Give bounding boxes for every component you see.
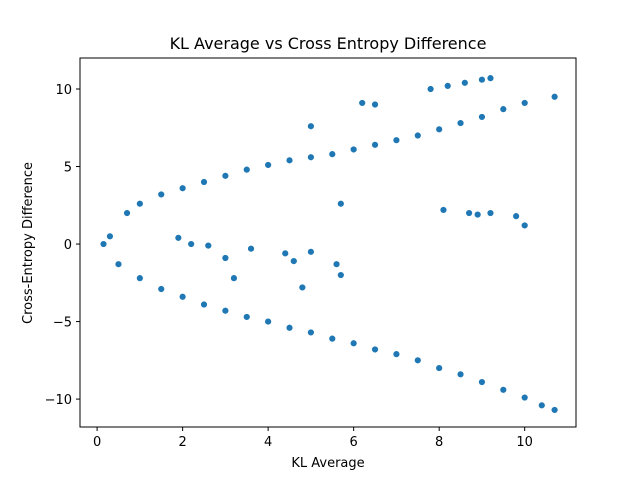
point-upper-branch-6 bbox=[221, 172, 230, 180]
point-upper-branch-18 bbox=[478, 113, 486, 121]
x-tick-label-1: 2 bbox=[178, 435, 186, 450]
point-lower-branch-1 bbox=[114, 260, 123, 268]
point-upper-outliers-2 bbox=[461, 79, 469, 87]
point-upper-branch-4 bbox=[178, 184, 187, 192]
point-lower-branch-3 bbox=[157, 285, 165, 293]
point-middle-cluster-15 bbox=[486, 209, 495, 217]
point-upper-branch-13 bbox=[371, 141, 379, 149]
point-middle-cluster-1 bbox=[187, 240, 195, 248]
point-lower-branch-11 bbox=[328, 334, 336, 343]
point-middle-cluster-5 bbox=[281, 249, 289, 258]
point-middle-cluster-14 bbox=[473, 210, 482, 219]
point-lower-branch-21 bbox=[538, 401, 546, 409]
x-tick-label-0: 0 bbox=[93, 435, 101, 450]
point-lower-branch-12 bbox=[349, 339, 358, 347]
point-upper-branch-15 bbox=[414, 131, 422, 140]
point-middle-cluster-17 bbox=[520, 221, 529, 230]
point-lower-branch-2 bbox=[136, 274, 144, 282]
point-upper-branch-21 bbox=[550, 93, 559, 101]
point-lower-branch-10 bbox=[307, 328, 315, 337]
point-lower-branch-19 bbox=[499, 386, 508, 394]
point-upper-branch-10 bbox=[307, 153, 315, 161]
point-upper-outliers-1 bbox=[444, 82, 452, 90]
x-tick-label-4: 8 bbox=[435, 435, 443, 450]
point-lower-branch-17 bbox=[456, 370, 465, 378]
point-middle-cluster-8 bbox=[332, 260, 341, 268]
point-upper-branch-19 bbox=[499, 105, 508, 113]
y-tick-label-4: 10 bbox=[55, 83, 72, 98]
point-middle-cluster-0 bbox=[174, 234, 183, 242]
point-upper-outliers-0 bbox=[426, 85, 435, 93]
y-tick-label-1: −5 bbox=[53, 316, 72, 331]
point-upper-branch-7 bbox=[243, 165, 251, 174]
point-middle-cluster-11 bbox=[230, 274, 238, 282]
point-lower-branch-18 bbox=[478, 378, 486, 386]
point-lower-branch-16 bbox=[435, 364, 443, 372]
point-lower-branch-4 bbox=[178, 293, 187, 301]
point-upper-branch-0 bbox=[106, 232, 114, 241]
point-lower-branch-0 bbox=[99, 240, 108, 248]
point-upper-outliers-6 bbox=[371, 100, 379, 109]
point-upper-branch-5 bbox=[200, 178, 208, 186]
point-middle-cluster-2 bbox=[204, 241, 212, 250]
point-upper-branch-2 bbox=[136, 200, 144, 208]
point-upper-outliers-5 bbox=[358, 99, 366, 107]
point-upper-branch-9 bbox=[285, 156, 294, 165]
y-tick-label-0: −10 bbox=[45, 393, 72, 408]
chart-title: KL Average vs Cross Entropy Difference bbox=[170, 34, 487, 53]
data-points bbox=[99, 74, 559, 414]
point-middle-cluster-3 bbox=[221, 254, 230, 262]
point-lower-branch-7 bbox=[243, 313, 251, 321]
point-upper-branch-17 bbox=[456, 119, 465, 127]
point-upper-branch-11 bbox=[328, 150, 336, 158]
point-lower-branch-9 bbox=[285, 324, 294, 332]
x-tick-label-3: 6 bbox=[350, 435, 358, 450]
point-upper-branch-12 bbox=[349, 145, 358, 154]
point-lower-branch-15 bbox=[414, 356, 422, 365]
point-upper-branch-8 bbox=[264, 161, 272, 169]
point-upper-outliers-3 bbox=[478, 76, 486, 84]
point-middle-cluster-10 bbox=[298, 283, 307, 292]
point-upper-branch-16 bbox=[435, 125, 443, 134]
point-lower-branch-6 bbox=[221, 307, 230, 315]
point-upper-branch-3 bbox=[157, 190, 165, 199]
point-middle-cluster-4 bbox=[247, 245, 255, 253]
point-middle-cluster-12 bbox=[439, 206, 448, 214]
y-tick-label-3: 5 bbox=[64, 161, 72, 176]
point-middle-cluster-6 bbox=[290, 257, 298, 265]
plot-frame bbox=[79, 57, 577, 428]
point-lower-branch-13 bbox=[371, 345, 379, 354]
point-upper-branch-1 bbox=[123, 209, 131, 217]
point-middle-cluster-16 bbox=[512, 212, 520, 220]
x-tick-label-2: 4 bbox=[264, 435, 272, 450]
point-upper-outliers-4 bbox=[486, 74, 495, 82]
point-lower-branch-20 bbox=[520, 393, 529, 402]
y-axis-label: Cross-Entropy Difference bbox=[21, 162, 36, 324]
point-lower-branch-8 bbox=[264, 317, 272, 326]
point-middle-cluster-18 bbox=[337, 200, 345, 208]
axis-ticks: 0 2 4 6 8 10 −10 −5 0 5 10 bbox=[45, 83, 533, 450]
point-lower-branch-14 bbox=[392, 350, 401, 358]
point-lower-branch-5 bbox=[200, 300, 208, 309]
point-middle-cluster-7 bbox=[307, 248, 315, 256]
point-upper-outliers-7 bbox=[307, 122, 315, 130]
x-axis-label: KL Average bbox=[291, 456, 364, 471]
x-tick-label-5: 10 bbox=[516, 435, 533, 450]
point-upper-branch-20 bbox=[520, 99, 529, 107]
point-middle-cluster-13 bbox=[465, 209, 473, 217]
point-middle-cluster-9 bbox=[337, 271, 345, 279]
point-upper-branch-14 bbox=[392, 136, 401, 144]
point-lower-branch-22 bbox=[550, 406, 559, 414]
y-tick-label-2: 0 bbox=[64, 238, 72, 253]
